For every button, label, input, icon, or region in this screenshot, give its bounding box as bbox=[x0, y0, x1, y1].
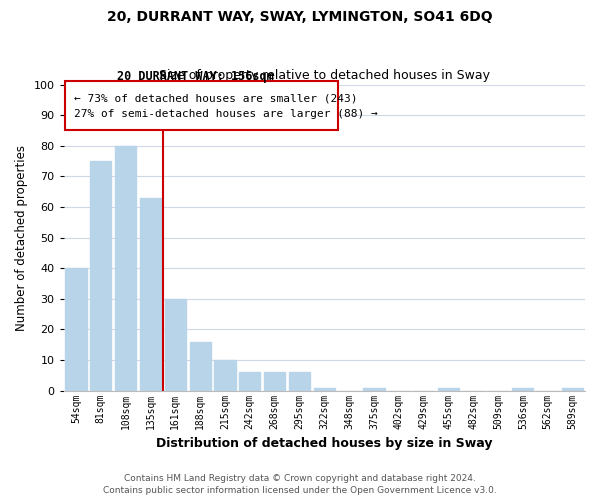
Bar bbox=[65, 268, 86, 390]
Bar bbox=[289, 372, 310, 390]
Bar bbox=[165, 299, 186, 390]
Bar bbox=[214, 360, 236, 390]
Text: 20 DURRANT WAY: 156sqm: 20 DURRANT WAY: 156sqm bbox=[117, 70, 274, 83]
Text: ← 73% of detached houses are smaller (243): ← 73% of detached houses are smaller (24… bbox=[74, 94, 357, 104]
Text: 27% of semi-detached houses are larger (88) →: 27% of semi-detached houses are larger (… bbox=[74, 109, 377, 119]
X-axis label: Distribution of detached houses by size in Sway: Distribution of detached houses by size … bbox=[156, 437, 493, 450]
Bar bbox=[512, 388, 533, 390]
Y-axis label: Number of detached properties: Number of detached properties bbox=[15, 144, 28, 330]
Bar bbox=[438, 388, 459, 390]
Bar bbox=[562, 388, 583, 390]
Bar bbox=[364, 388, 385, 390]
FancyBboxPatch shape bbox=[65, 82, 338, 130]
Bar bbox=[239, 372, 260, 390]
Bar bbox=[264, 372, 285, 390]
Bar bbox=[190, 342, 211, 390]
Bar bbox=[115, 146, 136, 390]
Bar bbox=[90, 161, 112, 390]
Title: Size of property relative to detached houses in Sway: Size of property relative to detached ho… bbox=[159, 69, 490, 82]
Text: 20, DURRANT WAY, SWAY, LYMINGTON, SO41 6DQ: 20, DURRANT WAY, SWAY, LYMINGTON, SO41 6… bbox=[107, 10, 493, 24]
Bar bbox=[314, 388, 335, 390]
Text: Contains HM Land Registry data © Crown copyright and database right 2024.
Contai: Contains HM Land Registry data © Crown c… bbox=[103, 474, 497, 495]
Bar bbox=[140, 198, 161, 390]
